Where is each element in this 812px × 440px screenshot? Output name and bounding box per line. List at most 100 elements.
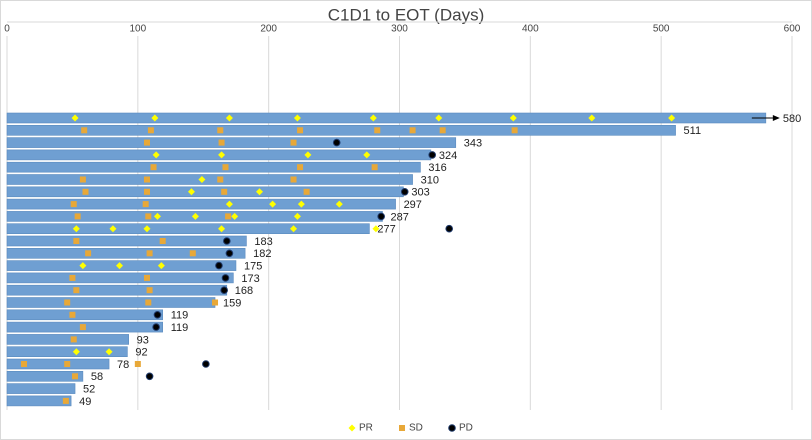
pr-marker — [153, 212, 161, 220]
pr-marker — [198, 176, 206, 183]
sd-marker — [21, 361, 28, 367]
value-label: 297 — [404, 199, 422, 211]
pr-marker — [157, 262, 165, 270]
sd-marker — [146, 250, 153, 257]
sd-marker — [371, 164, 378, 171]
legend-label: PD — [459, 423, 473, 434]
value-label: 92 — [135, 347, 147, 359]
bar — [6, 161, 421, 173]
pr-marker — [218, 225, 226, 233]
sd-marker — [290, 176, 297, 183]
value-label: 183 — [254, 236, 272, 248]
pd-marker — [332, 138, 341, 147]
sd-marker — [143, 188, 150, 195]
value-label: 49 — [79, 396, 91, 408]
value-label: 175 — [244, 261, 262, 273]
sd-marker — [74, 213, 81, 220]
sd-marker — [134, 361, 141, 367]
pd-marker — [428, 151, 437, 159]
pr-marker — [335, 200, 343, 208]
pr-marker — [151, 114, 159, 122]
sd-marker — [218, 139, 225, 146]
pr-marker — [269, 200, 277, 208]
ongoing-arrowhead — [772, 115, 780, 121]
sd-marker — [511, 127, 518, 134]
pr-marker — [348, 424, 356, 432]
pd-marker — [223, 237, 231, 245]
sd-marker — [147, 127, 154, 134]
sd-marker — [85, 250, 92, 257]
value-label: 93 — [137, 334, 149, 346]
sd-marker — [374, 127, 381, 134]
pd-marker — [377, 212, 385, 221]
pr-marker — [71, 114, 79, 122]
value-label: 303 — [411, 187, 429, 199]
sd-marker — [64, 361, 71, 367]
sd-marker — [409, 127, 416, 134]
value-label: 52 — [83, 384, 95, 396]
sd-marker — [143, 176, 150, 183]
sd-marker — [142, 201, 149, 208]
value-label: 580 — [783, 113, 801, 125]
sd-marker — [70, 336, 77, 343]
sd-marker — [69, 274, 76, 281]
sd-marker — [189, 250, 196, 257]
sd-marker — [225, 213, 232, 220]
pr-marker — [304, 151, 312, 159]
value-label: 58 — [91, 371, 103, 383]
bar — [6, 346, 128, 358]
sd-marker — [217, 127, 224, 134]
bar — [6, 186, 404, 198]
x-tick-label: 600 — [784, 24, 801, 35]
bar — [6, 358, 110, 370]
value-label: 343 — [464, 138, 482, 150]
pr-marker — [231, 212, 239, 220]
value-label: 324 — [439, 150, 457, 162]
bar — [6, 112, 767, 124]
pr-marker — [72, 348, 80, 356]
pr-marker — [363, 151, 371, 159]
sd-marker — [217, 176, 224, 183]
bar — [6, 370, 84, 382]
pr-marker — [225, 114, 233, 122]
sd-marker — [73, 287, 80, 294]
x-tick-label: 500 — [653, 24, 670, 35]
sd-marker — [79, 324, 86, 331]
bar — [6, 125, 676, 136]
value-label: 316 — [428, 162, 446, 174]
pr-marker — [588, 114, 596, 122]
sd-marker — [143, 139, 150, 146]
sd-marker — [143, 274, 150, 281]
pr-marker — [152, 151, 160, 159]
sd-marker — [297, 127, 304, 134]
sd-marker — [222, 164, 229, 171]
pr-marker — [109, 225, 117, 233]
pr-marker — [256, 188, 264, 196]
chart-title: C1D1 to EOT (Days) — [328, 5, 485, 24]
pr-marker — [293, 212, 301, 220]
x-tick-label: 100 — [129, 24, 146, 35]
pd-marker — [152, 323, 160, 331]
pr-marker — [187, 188, 195, 196]
pr-marker — [143, 225, 151, 233]
pr-marker — [369, 114, 377, 122]
pr-marker — [290, 225, 298, 233]
sd-marker — [159, 238, 166, 244]
pr-marker — [293, 114, 301, 122]
value-label: 119 — [171, 322, 189, 334]
bar — [6, 334, 129, 345]
bar — [6, 174, 413, 185]
value-label: 511 — [684, 125, 702, 137]
bar — [6, 223, 370, 234]
pr-marker — [116, 262, 124, 270]
pr-marker — [668, 114, 676, 122]
x-tick-label: 0 — [4, 24, 10, 35]
sd-marker — [62, 397, 69, 404]
sd-marker — [70, 201, 77, 208]
bar — [6, 309, 163, 321]
sd-marker — [64, 299, 71, 306]
sd-marker — [150, 164, 157, 171]
x-tick-label: 300 — [391, 24, 408, 35]
sd-marker — [72, 373, 79, 380]
